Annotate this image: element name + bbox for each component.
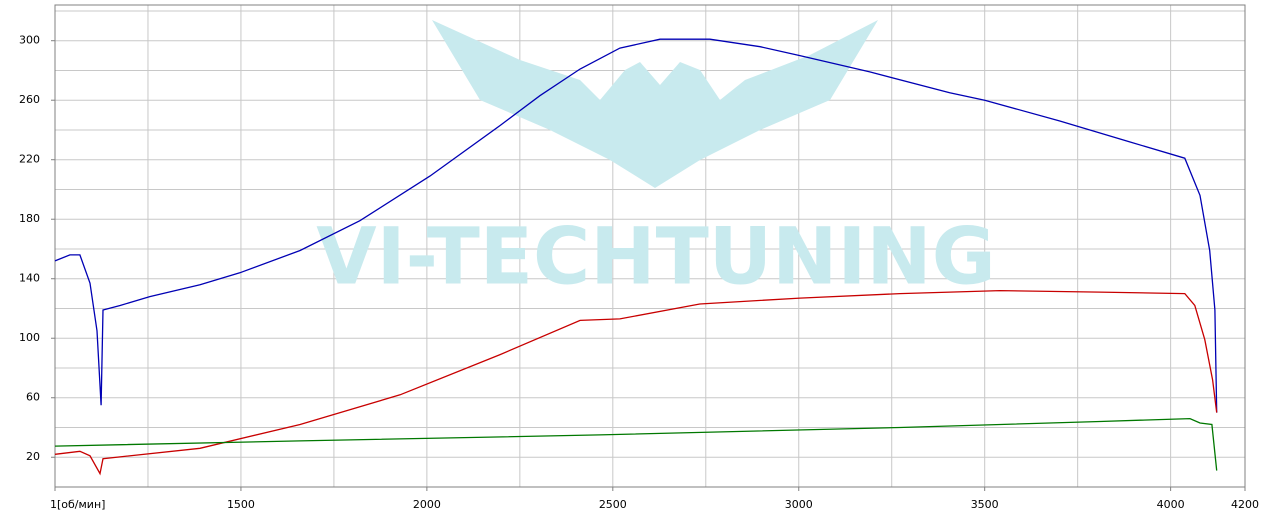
- x-tick-label: 3500: [971, 498, 999, 511]
- x-tick-label: 3000: [785, 498, 813, 511]
- series-line: [54, 289, 1218, 476]
- y-tick-label: 60: [26, 391, 40, 404]
- x-tick-label: 2500: [599, 498, 627, 511]
- watermark-logo: [432, 20, 878, 188]
- y-tick-label: 100: [19, 331, 40, 344]
- y-tick-label: 220: [19, 153, 40, 166]
- x-tick-label: 1[об/мин]: [50, 498, 105, 511]
- watermark: VI-TECHTUNING: [316, 212, 995, 302]
- x-tick-label: 4200: [1231, 498, 1259, 511]
- x-tick-label: 1500: [227, 498, 255, 511]
- series-line: [54, 417, 1218, 471]
- y-tick-label: 140: [19, 272, 40, 285]
- y-tick-label: 20: [26, 450, 40, 463]
- series-line: [54, 38, 1218, 413]
- x-tick-label: 2000: [413, 498, 441, 511]
- plot-frame: [54, 4, 1246, 488]
- x-tick-label: 4000: [1157, 498, 1185, 511]
- y-tick-label: 300: [19, 34, 40, 47]
- y-tick-label: 180: [19, 212, 40, 225]
- y-tick-label: 260: [19, 93, 40, 106]
